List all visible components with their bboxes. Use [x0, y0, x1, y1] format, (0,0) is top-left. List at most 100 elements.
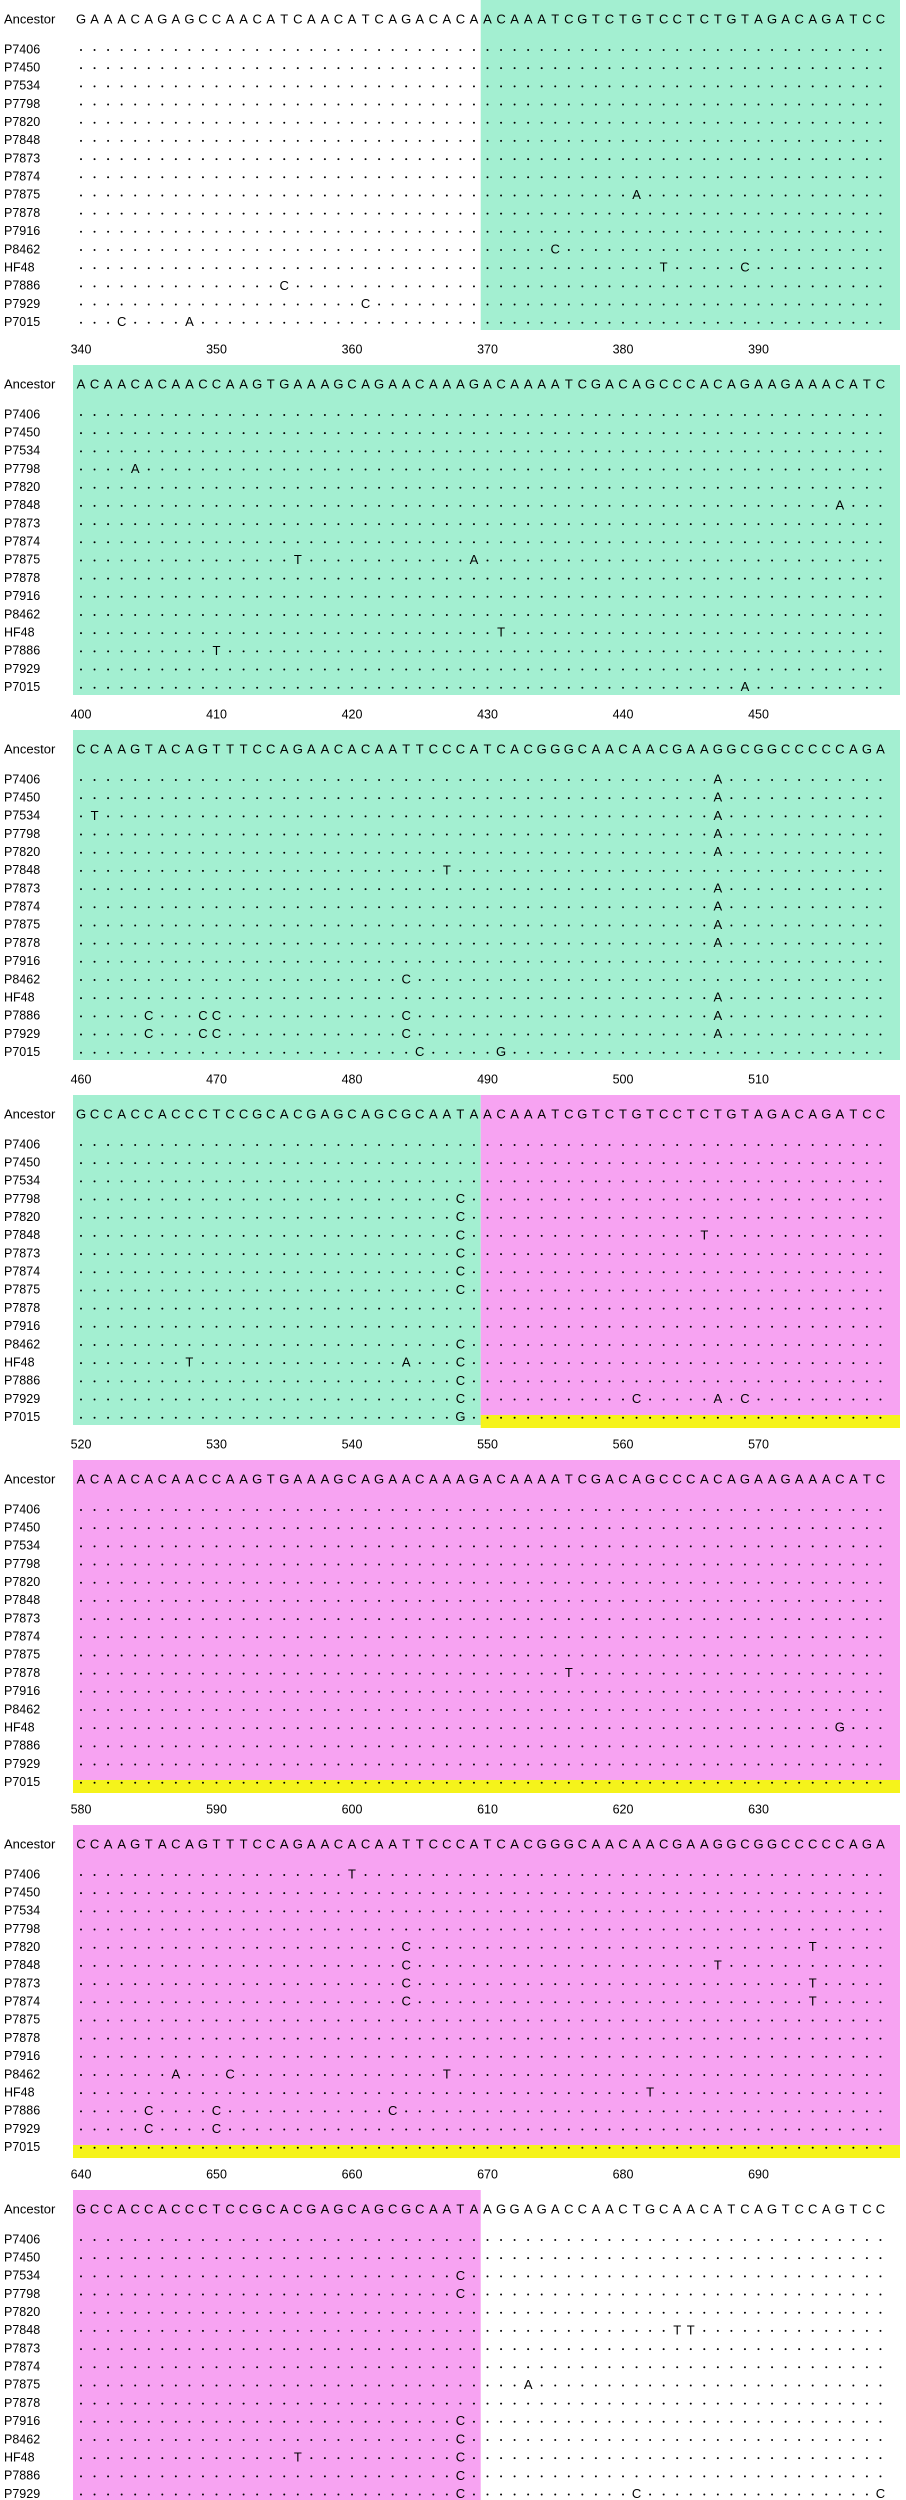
identity-dot: [689, 942, 692, 945]
identity-dot: [215, 851, 218, 854]
position-tick-label: 420: [342, 707, 363, 721]
identity-dot: [852, 1216, 855, 1219]
variant-base: A: [714, 990, 723, 1005]
identity-dot: [364, 632, 367, 635]
identity-dot: [256, 1545, 259, 1548]
identity-dot: [825, 321, 828, 324]
identity-dot: [147, 1727, 150, 1730]
identity-dot: [472, 49, 475, 51]
identity-dot: [554, 1509, 557, 1511]
identity-dot: [662, 1307, 665, 1310]
identity-dot: [784, 668, 787, 671]
identity-dot: [188, 1416, 191, 1419]
identity-dot: [391, 212, 394, 215]
identity-dot: [798, 997, 801, 1000]
identity-dot: [608, 1325, 611, 1328]
identity-dot: [649, 432, 652, 435]
identity-dot: [418, 1599, 421, 1602]
ancestor-base: T: [213, 1106, 221, 1121]
identity-dot: [201, 523, 204, 526]
identity-dot: [310, 1033, 313, 1036]
identity-dot: [879, 49, 882, 51]
identity-dot: [201, 1581, 204, 1584]
identity-dot: [608, 1416, 611, 1419]
identity-dot: [798, 432, 801, 435]
ancestor-base: C: [713, 376, 722, 391]
identity-dot: [93, 1162, 96, 1165]
identity-dot: [649, 468, 652, 471]
ancestor-base: T: [362, 11, 370, 26]
identity-dot: [147, 1271, 150, 1274]
identity-dot: [581, 833, 584, 836]
identity-dot: [852, 414, 855, 416]
identity-dot: [567, 559, 570, 562]
identity-dot: [188, 906, 191, 909]
identity-dot: [459, 49, 462, 51]
row-label: P7878: [4, 206, 40, 220]
identity-dot: [635, 1599, 638, 1602]
identity-dot: [730, 468, 733, 471]
identity-dot: [771, 1343, 774, 1346]
identity-dot: [635, 1271, 638, 1274]
identity-dot: [107, 541, 110, 544]
identity-dot: [811, 686, 814, 689]
position-tick-label: 490: [477, 1072, 498, 1086]
identity-dot: [391, 815, 394, 818]
identity-dot: [445, 321, 448, 324]
ancestor-base: C: [578, 376, 587, 391]
identity-dot: [594, 139, 597, 142]
identity-dot: [432, 414, 435, 416]
identity-dot: [323, 650, 326, 653]
identity-dot: [147, 577, 150, 580]
variant-base: C: [212, 1008, 221, 1023]
identity-dot: [676, 230, 679, 233]
identity-dot: [838, 450, 841, 453]
identity-dot: [134, 67, 137, 70]
identity-dot: [215, 67, 218, 70]
identity-dot: [418, 541, 421, 544]
identity-dot: [283, 194, 286, 197]
identity-dot: [378, 1325, 381, 1328]
identity-dot: [662, 1509, 665, 1511]
identity-dot: [283, 468, 286, 471]
identity-dot: [120, 158, 123, 161]
identity-dot: [269, 432, 272, 435]
identity-dot: [608, 1690, 611, 1693]
identity-dot: [594, 230, 597, 233]
identity-dot: [703, 230, 706, 233]
identity-dot: [662, 1234, 665, 1237]
identity-dot: [730, 1144, 733, 1146]
row-label: P7929: [4, 1757, 40, 1771]
identity-dot: [161, 1727, 164, 1730]
identity-dot: [798, 414, 801, 416]
identity-dot: [635, 1545, 638, 1548]
identity-dot: [107, 1509, 110, 1511]
identity-dot: [703, 613, 706, 616]
identity-dot: [554, 595, 557, 598]
identity-dot: [784, 212, 787, 215]
identity-dot: [757, 1581, 760, 1584]
identity-dot: [594, 121, 597, 124]
identity-dot: [432, 468, 435, 471]
identity-dot: [188, 1289, 191, 1292]
identity-dot: [229, 1343, 232, 1346]
identity-dot: [676, 1033, 679, 1036]
identity-dot: [771, 1144, 774, 1146]
identity-dot: [242, 414, 245, 416]
identity-dot: [120, 414, 123, 416]
identity-dot: [256, 1051, 259, 1054]
row-label: P7015: [4, 1410, 40, 1424]
identity-dot: [378, 139, 381, 142]
ancestor-base: A: [551, 376, 560, 391]
identity-dot: [743, 450, 746, 453]
identity-dot: [879, 1599, 882, 1602]
identity-dot: [242, 158, 245, 161]
identity-dot: [161, 924, 164, 927]
identity-dot: [472, 1654, 475, 1657]
row-label: P7886: [4, 1009, 40, 1023]
identity-dot: [703, 1527, 706, 1530]
identity-dot: [364, 1398, 367, 1401]
identity-dot: [351, 1216, 353, 1219]
identity-dot: [486, 103, 489, 106]
